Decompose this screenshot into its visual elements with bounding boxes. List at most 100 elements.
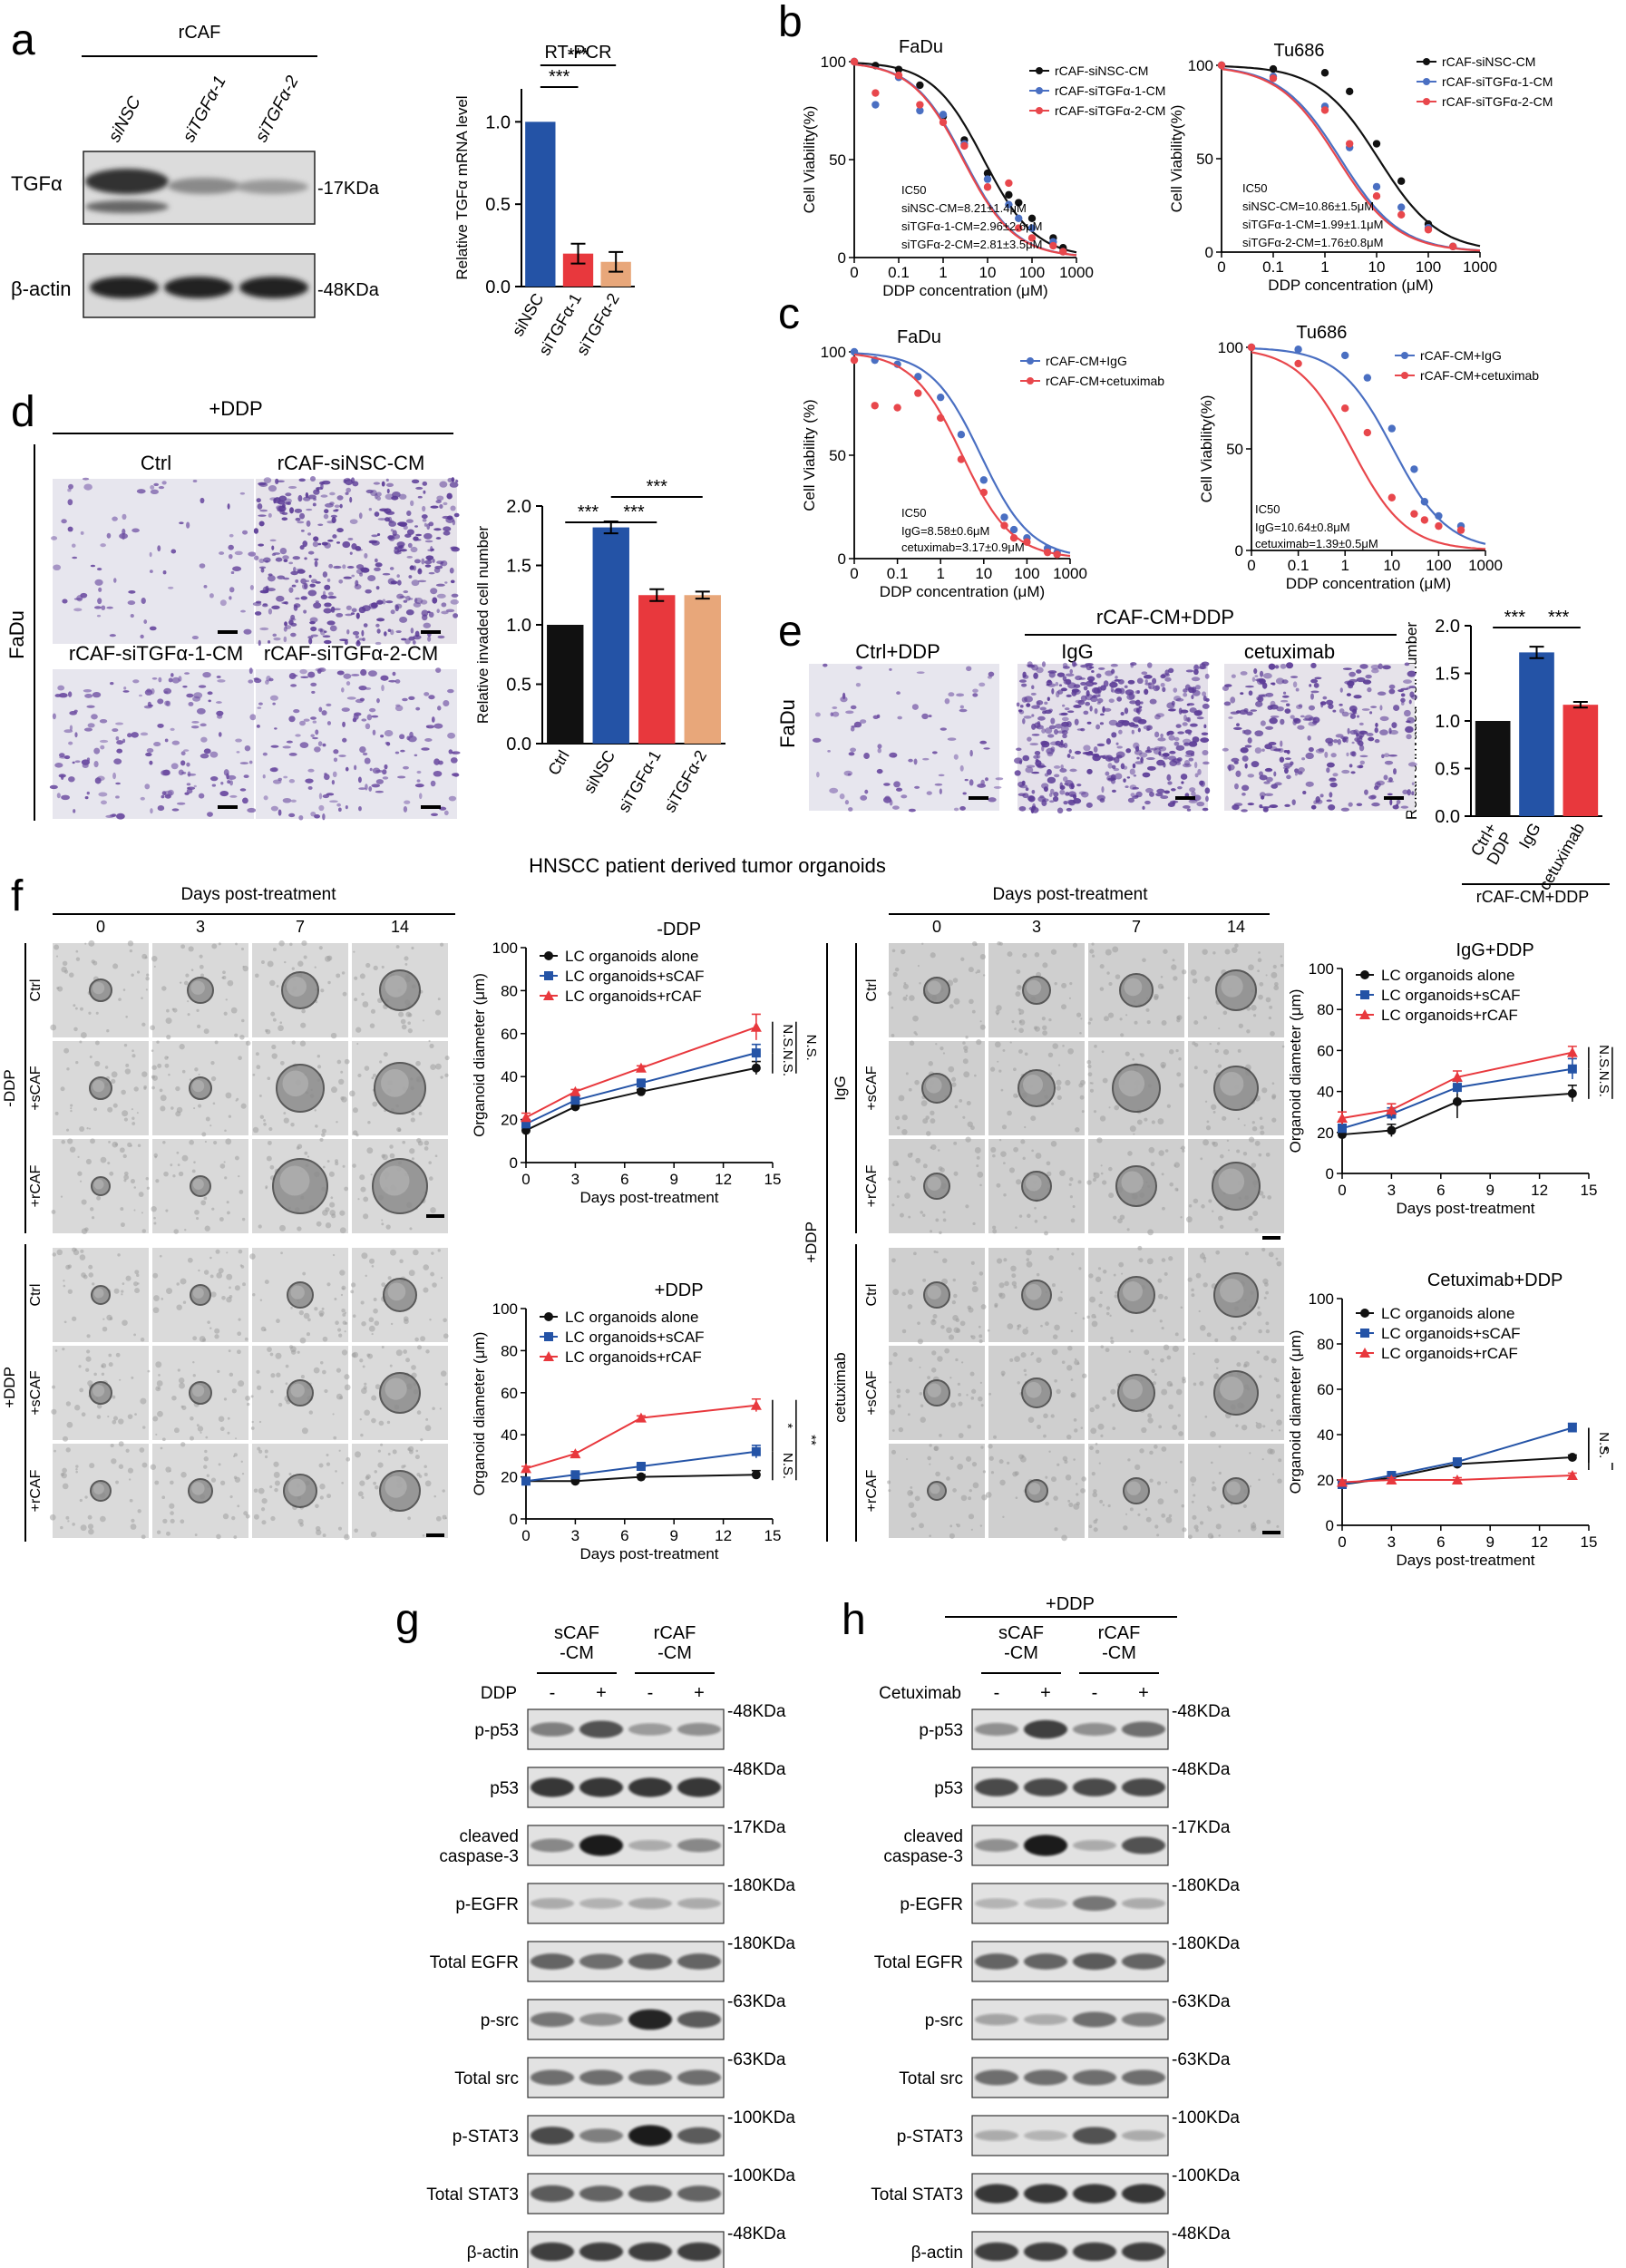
western-blot-band bbox=[1024, 1953, 1067, 1970]
stained-cell bbox=[394, 546, 403, 550]
stained-cell bbox=[227, 503, 230, 510]
stained-cell bbox=[1115, 742, 1119, 745]
stained-cell bbox=[309, 475, 316, 482]
debris bbox=[225, 1092, 232, 1099]
stained-cell bbox=[1356, 677, 1366, 683]
stained-cell bbox=[979, 682, 986, 687]
debris bbox=[357, 1073, 362, 1078]
stained-cell bbox=[1019, 705, 1024, 708]
debris bbox=[361, 992, 365, 997]
day-label: 7 bbox=[296, 918, 305, 936]
debris bbox=[1089, 1017, 1093, 1021]
stained-cell bbox=[1154, 731, 1160, 738]
stained-cell bbox=[361, 629, 365, 637]
size-label: -17KDa bbox=[727, 1818, 786, 1837]
stained-cell bbox=[303, 609, 307, 614]
stained-cell bbox=[1111, 764, 1116, 770]
stained-cell bbox=[170, 727, 175, 731]
series-line bbox=[525, 1052, 757, 1125]
debris bbox=[341, 1349, 348, 1356]
stained-cell bbox=[1383, 753, 1390, 758]
debris bbox=[411, 1365, 416, 1370]
row-label: +rCAF bbox=[28, 1469, 44, 1512]
stained-cell bbox=[1296, 705, 1303, 710]
micrograph-ctrl-ddp bbox=[809, 663, 1004, 813]
debris bbox=[1235, 1424, 1239, 1427]
stained-cell bbox=[1260, 720, 1266, 726]
stained-cell bbox=[450, 599, 459, 605]
debris bbox=[161, 1495, 166, 1500]
stained-cell bbox=[1133, 707, 1143, 713]
stained-cell bbox=[268, 640, 271, 644]
western-blot-band bbox=[531, 1953, 574, 1970]
stained-cell bbox=[1103, 680, 1109, 687]
stained-cell bbox=[1021, 696, 1027, 703]
debris bbox=[322, 1209, 328, 1216]
debris bbox=[1016, 984, 1022, 990]
stained-cell bbox=[382, 572, 391, 576]
stained-cell bbox=[969, 779, 974, 786]
debris bbox=[1175, 1048, 1179, 1053]
stained-cell bbox=[207, 812, 213, 817]
stained-cell bbox=[972, 688, 979, 693]
debris bbox=[187, 1257, 193, 1263]
debris bbox=[87, 1523, 94, 1530]
stained-cell bbox=[228, 544, 234, 550]
stained-cell bbox=[116, 813, 125, 820]
stained-cell bbox=[908, 758, 913, 763]
stained-cell bbox=[1358, 745, 1365, 752]
debris bbox=[1046, 1161, 1051, 1166]
stained-cell bbox=[122, 513, 127, 521]
debris bbox=[272, 1017, 277, 1022]
debris bbox=[1089, 1088, 1094, 1093]
blot-row-label: β-actin bbox=[911, 2244, 963, 2263]
stained-cell bbox=[327, 595, 337, 599]
stained-cell bbox=[351, 574, 355, 578]
debris bbox=[314, 1307, 318, 1311]
legend-marker bbox=[1027, 357, 1034, 365]
debris bbox=[1017, 1381, 1020, 1385]
debris bbox=[241, 1018, 245, 1023]
stained-cell bbox=[1119, 687, 1125, 695]
stained-cell bbox=[446, 492, 453, 500]
debris bbox=[1214, 1338, 1219, 1342]
stained-cell bbox=[832, 711, 840, 717]
micrograph-background bbox=[256, 669, 457, 819]
stained-cell bbox=[354, 583, 362, 590]
debris bbox=[256, 1369, 260, 1374]
size-label: -180KDa bbox=[1172, 1934, 1240, 1953]
y-tick-label: 50 bbox=[1226, 441, 1243, 458]
debris bbox=[362, 1001, 369, 1007]
data-point bbox=[914, 389, 922, 397]
data-point bbox=[1387, 493, 1397, 501]
debris bbox=[1187, 997, 1191, 999]
row-label: +sCAF bbox=[28, 1370, 44, 1416]
debris bbox=[444, 1517, 448, 1520]
debris bbox=[112, 1395, 116, 1399]
debris bbox=[300, 1022, 307, 1028]
debris bbox=[145, 1177, 150, 1181]
data-point bbox=[937, 414, 945, 423]
y-tick-label: 1.5 bbox=[1435, 665, 1460, 685]
group-label: sCAF -CM bbox=[554, 1623, 599, 1663]
stained-cell bbox=[332, 771, 337, 778]
sig-label: * bbox=[780, 1423, 795, 1428]
stained-cell bbox=[1022, 754, 1030, 762]
debris bbox=[958, 1433, 964, 1438]
stained-cell bbox=[209, 775, 219, 782]
stained-cell bbox=[1047, 768, 1052, 775]
stained-cell bbox=[1231, 674, 1236, 678]
debris bbox=[1163, 1344, 1170, 1351]
debris bbox=[303, 1312, 310, 1319]
debris bbox=[1091, 1082, 1094, 1085]
debris bbox=[919, 1392, 923, 1396]
group-label: IgG bbox=[832, 1076, 849, 1100]
stained-cell bbox=[342, 540, 351, 549]
stained-cell bbox=[427, 559, 433, 561]
stained-cell bbox=[345, 766, 349, 772]
debris bbox=[1056, 1388, 1061, 1395]
stained-cell bbox=[236, 751, 240, 754]
stained-cell bbox=[1034, 751, 1041, 755]
stained-cell bbox=[361, 718, 367, 722]
